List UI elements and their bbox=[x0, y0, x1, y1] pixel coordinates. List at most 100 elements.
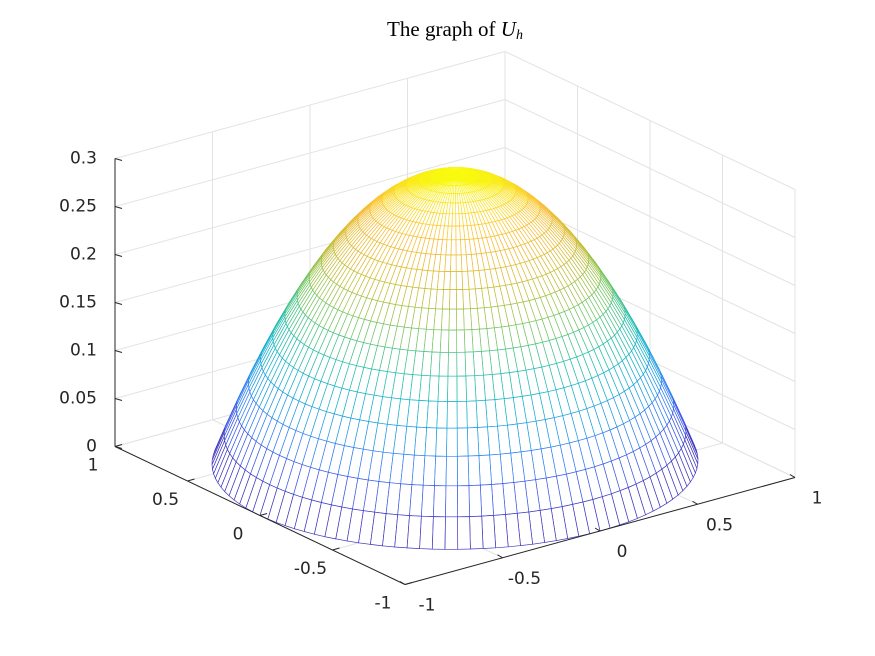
mesh-cell bbox=[455, 271, 464, 290]
x-tick-label: -0.5 bbox=[508, 569, 541, 589]
mesh-cell bbox=[442, 289, 451, 310]
z-tick bbox=[114, 302, 123, 305]
mesh-cell bbox=[468, 484, 483, 517]
grid-line bbox=[504, 51, 796, 190]
mesh-cell bbox=[449, 289, 457, 310]
mesh-cell bbox=[453, 185, 456, 194]
grid-line bbox=[504, 147, 796, 286]
mesh-cell bbox=[438, 351, 449, 377]
mesh-cell bbox=[456, 400, 468, 429]
mesh-cell bbox=[457, 516, 471, 550]
y-tick bbox=[404, 582, 413, 585]
mesh-cell bbox=[453, 178, 456, 186]
mesh-cell bbox=[446, 401, 458, 429]
x-tick bbox=[692, 500, 698, 505]
z-tick-label: 0.25 bbox=[59, 197, 97, 217]
mesh-cell bbox=[455, 254, 463, 272]
mesh-cell bbox=[452, 202, 457, 215]
mesh-cell bbox=[465, 375, 477, 402]
mesh-cell bbox=[478, 454, 492, 486]
z-tick-label: 0.3 bbox=[70, 149, 97, 169]
mesh-cell bbox=[475, 399, 488, 428]
z-tick bbox=[114, 254, 123, 257]
mesh-cell bbox=[469, 515, 484, 550]
x-tick bbox=[399, 581, 406, 585]
z-tick bbox=[114, 398, 123, 401]
x-tick-label: 0 bbox=[617, 542, 628, 562]
y-tick-label: 1 bbox=[88, 456, 99, 476]
y-tick-label: 0.5 bbox=[152, 490, 179, 510]
y-tick bbox=[259, 513, 268, 516]
mesh-cell bbox=[449, 271, 457, 290]
mesh-cell bbox=[441, 308, 450, 331]
mesh-cell bbox=[462, 288, 471, 310]
z-tick bbox=[114, 206, 123, 209]
mesh-cell bbox=[456, 351, 467, 377]
mesh-cell bbox=[426, 400, 439, 429]
mesh-cell bbox=[436, 400, 448, 429]
grid-line bbox=[114, 147, 506, 255]
mesh-cell bbox=[409, 484, 424, 517]
mesh-cell bbox=[424, 427, 438, 457]
mesh-cell bbox=[452, 193, 456, 204]
title-text: The graph of bbox=[387, 17, 495, 41]
mesh-cell bbox=[421, 484, 435, 517]
mesh-cell bbox=[481, 515, 497, 549]
y-tick-label: -0.5 bbox=[294, 559, 327, 579]
z-tick bbox=[114, 446, 123, 449]
mesh-cell bbox=[451, 225, 457, 241]
z-tick bbox=[114, 350, 123, 353]
z-tick-label: 0.2 bbox=[70, 245, 97, 265]
z-tick-label: 0 bbox=[86, 437, 97, 457]
mesh-cell bbox=[435, 427, 448, 457]
x-tick-label: -1 bbox=[419, 596, 436, 616]
mesh-cell bbox=[437, 375, 449, 402]
mesh-cell bbox=[463, 329, 474, 353]
mesh-cell bbox=[439, 329, 450, 353]
mesh-cell bbox=[422, 455, 437, 486]
y-tick bbox=[114, 444, 123, 447]
grid-line bbox=[114, 51, 506, 159]
title-symbol: U bbox=[501, 17, 518, 41]
mesh-cell bbox=[455, 225, 461, 241]
mesh-cell bbox=[450, 254, 457, 272]
mesh-cell bbox=[455, 239, 462, 256]
z-tick bbox=[114, 158, 123, 161]
z-tick-label: 0.15 bbox=[59, 293, 97, 313]
mesh-cell bbox=[428, 375, 440, 402]
mesh-cell bbox=[447, 352, 458, 377]
mesh-cell bbox=[466, 400, 478, 429]
mesh-cell bbox=[419, 515, 434, 550]
mesh-cell bbox=[406, 515, 422, 549]
z-tick-label: 0.05 bbox=[59, 389, 97, 409]
surface bbox=[211, 166, 699, 550]
mesh-cell bbox=[456, 427, 469, 457]
mesh-cell bbox=[434, 455, 447, 487]
z-tick-label: 0.1 bbox=[70, 341, 97, 361]
mesh-cell bbox=[456, 455, 470, 487]
y-tick bbox=[187, 478, 195, 482]
x-tick bbox=[497, 554, 503, 559]
y-tick-label: 0 bbox=[233, 525, 244, 545]
mesh-cell bbox=[444, 254, 452, 272]
mesh-cell bbox=[479, 484, 494, 517]
mesh-cell bbox=[466, 427, 480, 457]
mesh-cell bbox=[464, 351, 476, 377]
mesh-cell bbox=[431, 329, 442, 353]
mesh-cell bbox=[456, 375, 467, 402]
x-tick-label: 1 bbox=[812, 489, 823, 509]
mesh-cell bbox=[455, 289, 464, 310]
mesh-cell bbox=[445, 239, 452, 256]
mesh-cell bbox=[444, 516, 459, 550]
mesh-cell bbox=[447, 375, 458, 402]
mesh-cell bbox=[429, 351, 441, 377]
mesh-cell bbox=[456, 308, 465, 331]
mesh-cell bbox=[460, 254, 468, 272]
mesh-cell bbox=[446, 427, 458, 457]
mesh-cell bbox=[491, 483, 506, 516]
grid-line bbox=[114, 99, 506, 207]
mesh-cell bbox=[461, 270, 470, 290]
mesh-cell bbox=[456, 329, 466, 353]
mesh-cell bbox=[448, 308, 457, 331]
y-tick bbox=[332, 547, 340, 551]
